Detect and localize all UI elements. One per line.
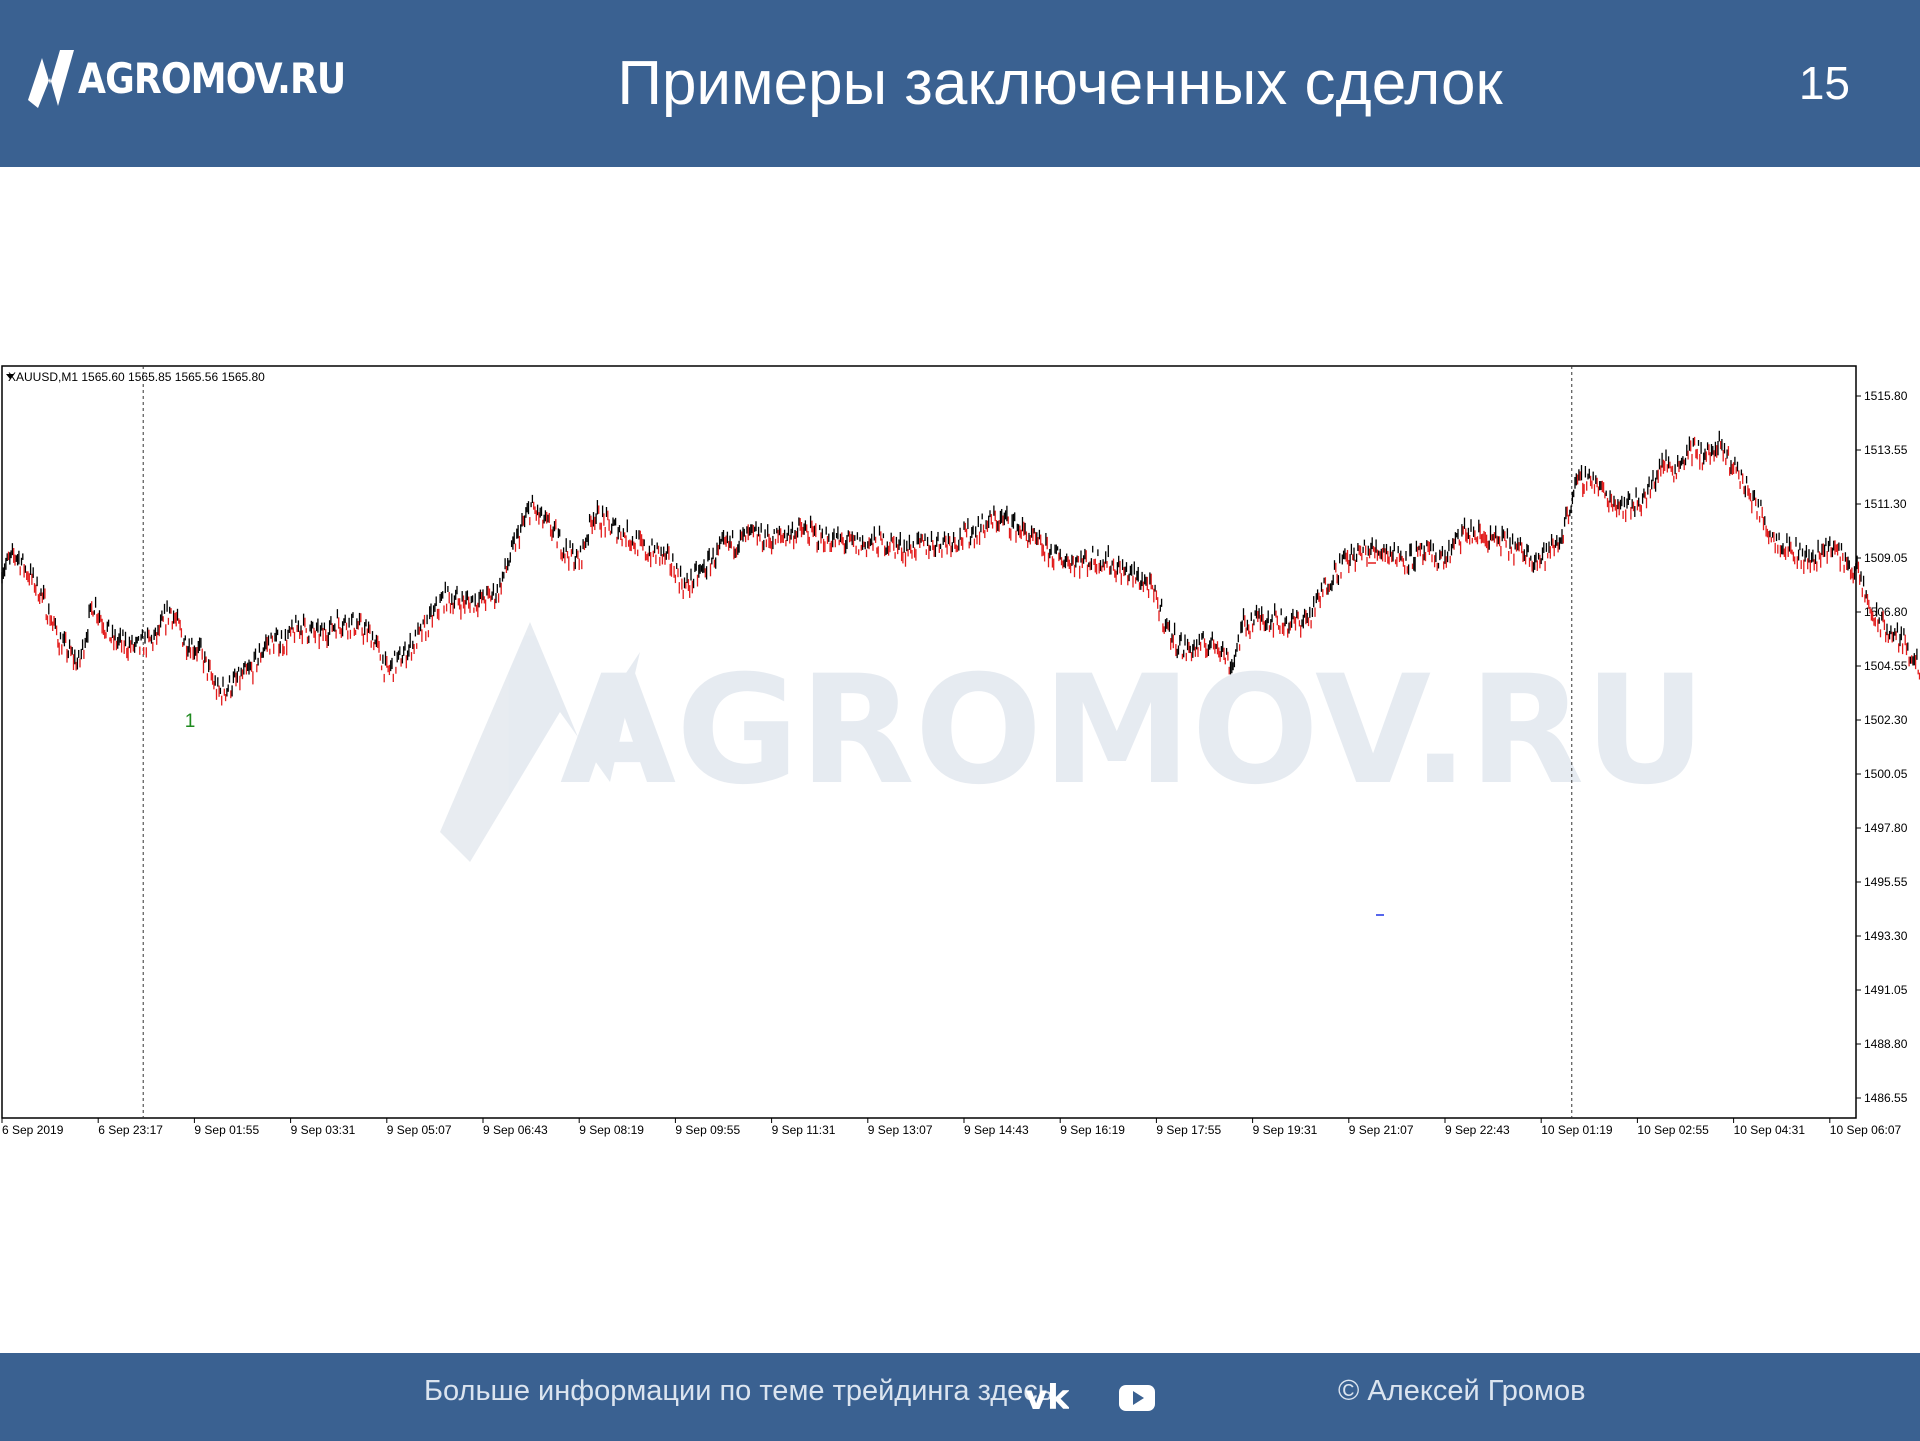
y-tick-label: 1486.55 xyxy=(1864,1091,1908,1105)
footer-bar: Больше информации по теме трейдинга здес… xyxy=(0,1353,1920,1441)
x-tick-label: 9 Sep 13:07 xyxy=(868,1123,933,1137)
footer-info-text: Больше информации по теме трейдинга здес… xyxy=(424,1375,1053,1407)
watermark-bolt-icon xyxy=(440,622,640,862)
x-tick-label: 10 Sep 04:31 xyxy=(1734,1123,1806,1137)
logo-text: AGROMOV.RU xyxy=(78,53,346,103)
chart-svg[interactable]: AGROMOV.RU XAUUSD,M1 1565.60 1565.85 156… xyxy=(0,362,1920,1142)
header-bar: AGROMOV.RU Примеры заключенных сделок 15 xyxy=(0,0,1920,167)
x-tick-label: 9 Sep 16:19 xyxy=(1060,1123,1125,1137)
footer-copyright: © Алексей Громов xyxy=(1338,1375,1586,1407)
y-tick-label: 1509.05 xyxy=(1864,551,1908,565)
x-tick-label: 9 Sep 06:43 xyxy=(483,1123,548,1137)
x-tick-label: 10 Sep 02:55 xyxy=(1637,1123,1709,1137)
x-tick-label: 9 Sep 09:55 xyxy=(675,1123,740,1137)
collapse-triangle-icon xyxy=(6,374,14,379)
y-tick-label: 1506.80 xyxy=(1864,605,1908,619)
page-number: 15 xyxy=(1798,57,1850,109)
x-tick-label: 9 Sep 22:43 xyxy=(1445,1123,1510,1137)
x-tick-label: 6 Sep 23:17 xyxy=(98,1123,163,1137)
page-title: Примеры заключенных сделок xyxy=(617,49,1503,118)
watermark: AGROMOV.RU xyxy=(440,622,1706,862)
logo[interactable]: AGROMOV.RU xyxy=(28,48,389,108)
x-tick-label: 9 Sep 05:07 xyxy=(387,1123,452,1137)
trade-layer xyxy=(1368,562,1384,916)
plot-frame xyxy=(1,365,1857,1119)
y-tick-label: 1493.30 xyxy=(1864,929,1908,943)
price-chart[interactable]: AGROMOV.RU XAUUSD,M1 1565.60 1565.85 156… xyxy=(0,362,1920,1142)
x-tick-label: 9 Sep 14:43 xyxy=(964,1123,1029,1137)
x-tick-label: 10 Sep 06:07 xyxy=(1830,1123,1902,1137)
y-tick-label: 1515.80 xyxy=(1864,389,1908,403)
x-axis: 6 Sep 2019 6 Sep 23:17 9 Sep 01:55 9 Sep 03… xyxy=(1,1118,1902,1137)
y-tick-label: 1495.55 xyxy=(1864,875,1908,889)
x-tick-label: 9 Sep 01:55 xyxy=(194,1123,259,1137)
y-tick-label: 1502.30 xyxy=(1864,713,1908,727)
y-tick-label: 1511.30 xyxy=(1864,497,1907,511)
x-tick-label: 9 Sep 17:55 xyxy=(1156,1123,1221,1137)
x-tick-label: 9 Sep 19:31 xyxy=(1253,1123,1318,1137)
x-tick-label: 9 Sep 03:31 xyxy=(291,1123,356,1137)
x-tick-label: 9 Sep 21:07 xyxy=(1349,1123,1414,1137)
y-tick-label: 1488.80 xyxy=(1864,1037,1908,1051)
y-tick-label: 1513.55 xyxy=(1864,443,1908,457)
symbol-info: XAUUSD,M1 1565.60 1565.85 1565.56 1565.8… xyxy=(8,370,265,384)
svg-text:vk: vk xyxy=(1025,1378,1069,1417)
annotation-label: 1 xyxy=(185,711,196,732)
y-tick-label: 1500.05 xyxy=(1864,767,1908,781)
x-tick-label: 6 Sep 2019 xyxy=(2,1123,64,1137)
vk-icon[interactable]: vk xyxy=(1025,1377,1069,1417)
youtube-icon[interactable] xyxy=(1118,1379,1156,1415)
y-tick-label: 1497.80 xyxy=(1864,821,1908,835)
price-series xyxy=(1,430,1920,706)
x-tick-label: 9 Sep 08:19 xyxy=(579,1123,644,1137)
y-tick-label: 1491.05 xyxy=(1864,983,1908,997)
watermark-text: AGROMOV.RU xyxy=(560,644,1706,818)
period-separators xyxy=(142,366,1573,1118)
y-axis: 1515.80 1513.55 1511.30 1509.05 1506.80 1504.… xyxy=(1856,389,1908,1105)
x-tick-label: 10 Sep 01:19 xyxy=(1541,1123,1613,1137)
y-tick-label: 1504.55 xyxy=(1864,659,1908,673)
logo-bolt-icon xyxy=(28,50,74,108)
x-tick-label: 9 Sep 11:31 xyxy=(772,1123,836,1137)
annotations: 133 xyxy=(185,711,196,732)
